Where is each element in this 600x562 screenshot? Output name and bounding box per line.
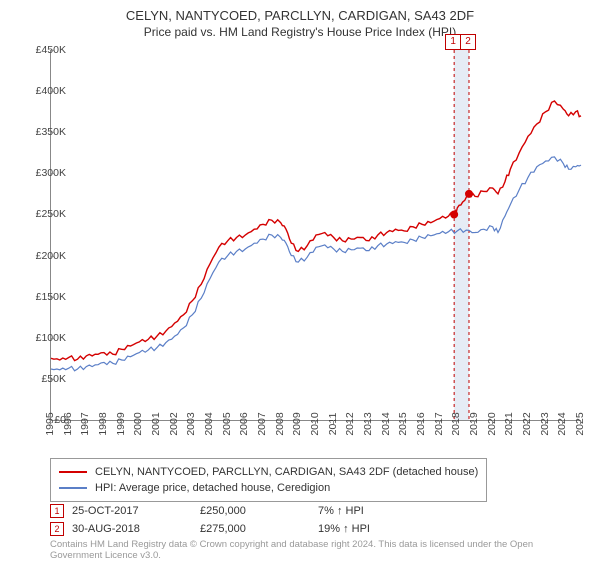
legend-label-hpi: HPI: Average price, detached house, Cere… — [95, 480, 330, 496]
sales-badge-2: 2 — [50, 522, 64, 536]
sales-date-1: 25-OCT-2017 — [72, 505, 192, 517]
x-tick-label: 2010 — [309, 412, 321, 435]
y-tick-label: £250K — [22, 208, 66, 220]
x-tick-label: 1998 — [97, 412, 109, 435]
x-tick-label: 2002 — [168, 412, 180, 435]
chart-title: CELYN, NANTYCOED, PARCLLYN, CARDIGAN, SA… — [0, 0, 600, 23]
x-tick-label: 2004 — [203, 412, 215, 435]
sales-badge-1: 1 — [50, 504, 64, 518]
x-tick-label: 2015 — [397, 412, 409, 435]
legend-label-subject: CELYN, NANTYCOED, PARCLLYN, CARDIGAN, SA… — [95, 464, 478, 480]
series-line-subject — [51, 101, 581, 361]
y-tick-label: £300K — [22, 167, 66, 179]
x-tick-label: 2014 — [380, 412, 392, 435]
attribution-text: Contains HM Land Registry data © Crown c… — [50, 540, 580, 562]
x-tick-label: 2012 — [344, 412, 356, 435]
y-tick-label: £350K — [22, 126, 66, 138]
series-line-hpi — [51, 157, 581, 371]
legend-item-subject: CELYN, NANTYCOED, PARCLLYN, CARDIGAN, SA… — [59, 464, 478, 480]
sales-row-2: 2 30-AUG-2018 £275,000 19% ↑ HPI — [50, 520, 438, 538]
sales-row-1: 1 25-OCT-2017 £250,000 7% ↑ HPI — [50, 502, 438, 520]
marker-badge: 1 — [445, 34, 461, 50]
y-tick-label: £50K — [22, 373, 66, 385]
sales-pct-1: 7% ↑ HPI — [318, 505, 438, 517]
legend: CELYN, NANTYCOED, PARCLLYN, CARDIGAN, SA… — [50, 458, 487, 502]
chart-container: CELYN, NANTYCOED, PARCLLYN, CARDIGAN, SA… — [0, 0, 600, 560]
sale-dot — [450, 210, 458, 218]
x-tick-label: 2024 — [556, 412, 568, 435]
x-tick-label: 2025 — [574, 412, 586, 435]
y-tick-label: £400K — [22, 85, 66, 97]
x-tick-label: 2019 — [468, 412, 480, 435]
sales-date-2: 30-AUG-2018 — [72, 523, 192, 535]
y-tick-label: £450K — [22, 44, 66, 56]
x-tick-label: 2009 — [291, 412, 303, 435]
x-tick-label: 2008 — [274, 412, 286, 435]
x-tick-label: 2021 — [503, 412, 515, 435]
x-tick-label: 2016 — [415, 412, 427, 435]
x-tick-label: 2001 — [150, 412, 162, 435]
chart-subtitle: Price paid vs. HM Land Registry's House … — [0, 23, 600, 39]
x-tick-label: 2020 — [486, 412, 498, 435]
x-tick-label: 2018 — [450, 412, 462, 435]
sales-pct-2: 19% ↑ HPI — [318, 523, 438, 535]
plot-area — [50, 50, 581, 421]
x-tick-label: 2000 — [132, 412, 144, 435]
legend-swatch-subject — [59, 471, 87, 473]
sales-table: 1 25-OCT-2017 £250,000 7% ↑ HPI 2 30-AUG… — [50, 502, 438, 538]
x-tick-label: 1997 — [79, 412, 91, 435]
chart-svg — [51, 50, 581, 420]
x-tick-label: 2006 — [238, 412, 250, 435]
sales-price-2: £275,000 — [200, 523, 310, 535]
sales-price-1: £250,000 — [200, 505, 310, 517]
x-tick-label: 2022 — [521, 412, 533, 435]
y-tick-label: £200K — [22, 250, 66, 262]
y-tick-label: £100K — [22, 332, 66, 344]
marker-badge: 2 — [460, 34, 476, 50]
x-tick-label: 2011 — [327, 413, 339, 436]
x-tick-label: 2013 — [362, 412, 374, 435]
x-tick-label: 2017 — [433, 412, 445, 435]
y-tick-label: £150K — [22, 291, 66, 303]
x-tick-label: 2007 — [256, 412, 268, 435]
sale-dot — [465, 190, 473, 198]
legend-item-hpi: HPI: Average price, detached house, Cere… — [59, 480, 478, 496]
x-tick-label: 1996 — [62, 412, 74, 435]
x-tick-label: 1995 — [44, 412, 56, 435]
x-tick-label: 2023 — [539, 412, 551, 435]
x-tick-label: 2005 — [221, 412, 233, 435]
legend-swatch-hpi — [59, 487, 87, 489]
x-tick-label: 1999 — [115, 412, 127, 435]
x-tick-label: 2003 — [185, 412, 197, 435]
